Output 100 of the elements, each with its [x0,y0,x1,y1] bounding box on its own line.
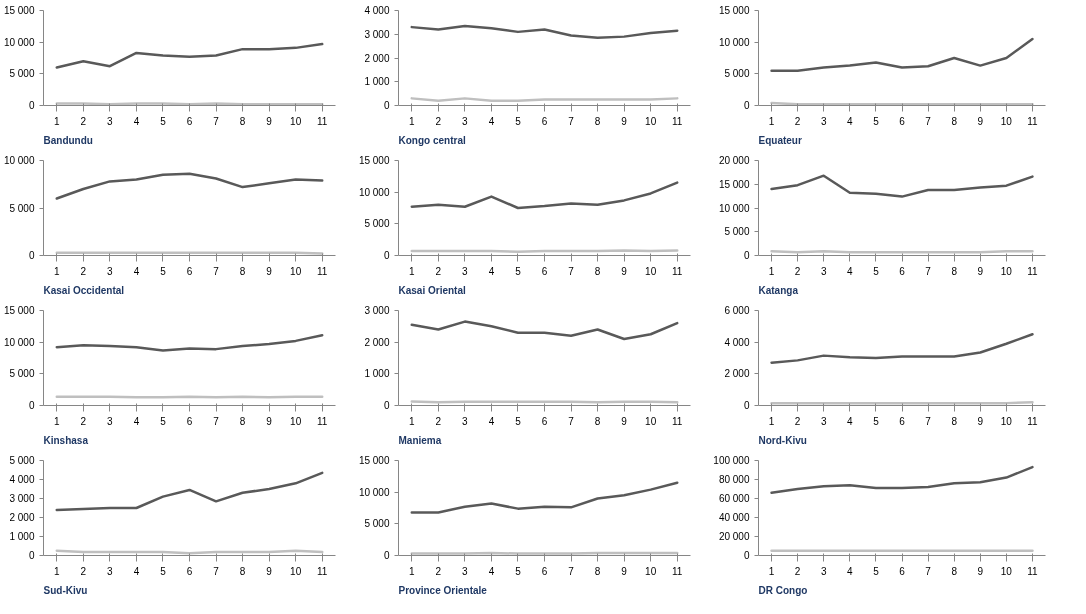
x-tick-label: 4 [488,565,495,577]
x-tick-label: 8 [594,265,601,277]
x-tick-label: 2 [80,265,87,277]
y-tick-label: 5 000 [364,518,390,530]
y-tick-label: 15 000 [358,155,390,166]
text: Bandundu [43,134,93,146]
y-tick-label: 0 [743,400,750,411]
x-tick-label: 4 [847,115,854,127]
y-tick-label: 15 000 [718,178,750,190]
x-tick-label: 1 [768,415,775,427]
x-tick-label: 6 [186,115,193,127]
y-tick-label: 1 000 [364,76,390,88]
text: DR Congo [758,584,808,596]
x-tick-label: 3 [462,265,469,277]
x-tick-label: 1 [53,265,60,277]
y-tick-label: 0 [743,100,750,111]
x-tick-label: 7 [925,115,932,127]
x-tick-label: 10 [645,565,657,577]
x-tick-label: 2 [435,565,442,577]
x-tick-label: 6 [541,265,548,277]
y-tick-label: 3 000 [364,305,390,316]
y-tick-label: 0 [28,400,35,411]
y-tick-label: 3 000 [9,493,35,504]
x-tick-label: 4 [133,115,140,127]
y-tick-label: 1 000 [9,531,35,542]
x-tick-label: 8 [239,115,246,127]
x-tick-label: 2 [80,565,87,577]
x-tick-label: 3 [107,415,114,427]
y-tick-label: 10 000 [3,36,35,48]
text: Kasai Oriental [398,284,466,296]
y-tick-label: 15 000 [718,5,750,16]
y-tick-label: 5 000 [724,226,750,238]
y-tick-label: 1 000 [364,368,390,380]
x-tick-label: 1 [408,565,415,577]
text: Sud-Kivu [43,584,88,596]
x-tick-label: 6 [186,265,193,277]
y-tick-label: 6 000 [724,305,750,316]
y-tick-label: 5 000 [9,202,35,214]
x-tick-label: 8 [239,265,246,277]
x-tick-label: 7 [925,265,932,277]
x-tick-label: 2 [435,265,442,277]
y-tick-label: 0 [383,100,390,111]
x-tick-label: 1 [53,115,60,127]
y-tick-label: 2 000 [9,512,35,523]
x-tick-label: 9 [977,265,984,277]
x-tick-label: 1 [408,265,415,277]
x-tick-label: 5 [160,115,167,127]
x-tick-label: 6 [899,565,906,577]
text: Maniema [398,434,442,446]
x-tick-label: 10 [645,415,657,427]
x-tick-label: 9 [977,415,984,427]
y-tick-label: 80 000 [718,474,750,485]
y-tick-label: 4 000 [9,474,35,485]
x-tick-label: 8 [239,565,246,577]
x-tick-label: 5 [873,565,880,577]
x-tick-label: 1 [408,115,415,127]
x-tick-label: 10 [290,565,302,577]
x-tick-label: 1 [768,265,775,277]
x-tick-label: 4 [847,565,854,577]
x-tick-label: 6 [899,415,906,427]
x-tick-label: 6 [186,415,193,427]
y-tick-label: 0 [28,250,35,261]
text: Kasai Occidental [43,284,125,296]
x-tick-label: 1 [768,565,775,577]
y-tick-label: 20 000 [718,531,750,542]
x-tick-label: 10 [1000,565,1013,577]
y-tick-label: 0 [743,250,750,261]
x-tick-label: 1 [53,415,60,427]
x-tick-label: 11 [672,415,683,427]
x-tick-label: 5 [515,115,522,127]
x-tick-label: 3 [107,265,114,277]
y-tick-label: 10 000 [718,202,750,214]
x-tick-label: 7 [925,415,932,427]
x-tick-label: 11 [1027,415,1039,427]
x-tick-label: 9 [621,115,628,127]
y-tick-label: 4 000 [724,336,750,348]
y-tick-label: 2 000 [364,336,390,348]
x-tick-label: 9 [266,415,273,427]
y-tick-label: 5 000 [724,68,750,80]
x-tick-label: 2 [80,115,87,127]
y-tick-label: 5 000 [364,218,390,230]
x-tick-label: 3 [462,565,469,577]
x-tick-label: 11 [317,415,328,427]
x-tick-label: 5 [160,265,167,277]
x-tick-label: 2 [794,565,801,577]
x-tick-label: 2 [794,265,801,277]
y-tick-label: 2 000 [364,52,390,64]
x-tick-label: 3 [820,115,827,127]
x-tick-label: 3 [107,115,114,127]
x-tick-label: 8 [594,565,601,577]
x-tick-label: 8 [594,415,601,427]
x-tick-label: 10 [645,115,657,127]
y-tick-label: 5 000 [9,455,35,466]
x-tick-label: 5 [160,415,167,427]
x-tick-label: 10 [645,265,657,277]
x-tick-label: 5 [515,415,522,427]
y-tick-label: 20 000 [718,155,750,166]
text: Kongo central [398,134,466,146]
x-tick-label: 5 [873,415,880,427]
x-tick-label: 11 [672,115,683,127]
